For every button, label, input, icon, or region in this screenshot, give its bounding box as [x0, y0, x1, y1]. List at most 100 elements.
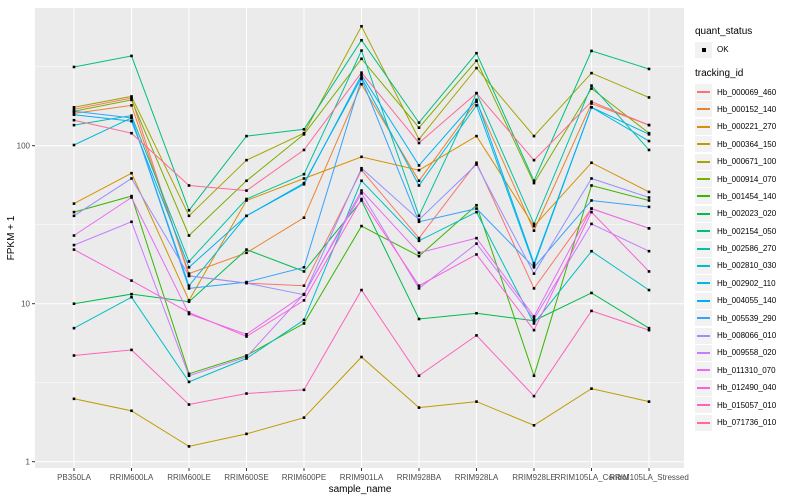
x-tick-label: RRIM600LA: [110, 473, 154, 482]
legend-entry-Hb_008066_010: Hb_008066_010: [695, 327, 799, 344]
data-point: [245, 432, 248, 436]
point-shape-icon: [701, 47, 706, 52]
data-point: [532, 319, 536, 323]
data-point: [72, 234, 76, 237]
legend-color-key: [695, 275, 712, 292]
legend-line-swatch: [697, 125, 710, 128]
data-point: [360, 155, 363, 159]
data-point: [302, 284, 306, 287]
data-point: [187, 265, 191, 269]
data-point: [417, 121, 421, 124]
data-point: [245, 335, 248, 338]
legend-entry-label: Hb_012490_040: [717, 383, 777, 393]
data-point: [417, 239, 421, 243]
data-point: [590, 249, 593, 253]
data-point: [360, 199, 363, 202]
legend-entry-label: Hb_000221_270: [717, 122, 777, 132]
data-point: [647, 288, 651, 292]
data-point: [72, 118, 76, 122]
legend-entry-Hb_004055_140: Hb_004055_140: [695, 292, 799, 309]
data-point: [475, 163, 478, 166]
data-point: [187, 445, 191, 448]
data-point: [590, 222, 593, 226]
x-tick-label: RRIM928LA: [455, 473, 499, 482]
data-point: [532, 222, 536, 226]
data-point: [187, 209, 191, 212]
legend-entry-Hb_002586_270: Hb_002586_270: [695, 240, 799, 257]
data-point: [590, 161, 593, 165]
data-point: [532, 265, 536, 269]
data-point: [532, 374, 536, 378]
data-point: [475, 253, 478, 256]
x-tick-label: RRIM105LA_Control: [555, 473, 629, 482]
data-point: [302, 416, 306, 419]
legend-line-swatch: [697, 299, 710, 302]
legend-color-key: [695, 344, 712, 361]
legend-line-swatch: [697, 91, 710, 94]
legend-line-swatch: [697, 351, 710, 354]
x-tick-label: RRIM600LE: [167, 473, 211, 482]
data-point: [130, 119, 133, 123]
legend-entry-Hb_071736_010: Hb_071736_010: [695, 414, 799, 431]
data-point: [647, 205, 651, 209]
data-point: [130, 98, 133, 102]
data-point: [360, 73, 363, 77]
legend-line-swatch: [697, 230, 710, 233]
data-point: [72, 143, 76, 147]
data-point: [130, 348, 133, 352]
data-point: [417, 126, 421, 129]
legend-line-swatch: [697, 212, 710, 215]
data-point: [475, 210, 478, 214]
x-tick-label: RRIM901LA: [340, 473, 384, 482]
legend-entry-label: Hb_002902_110: [717, 278, 776, 288]
data-point: [302, 182, 306, 186]
legend-color-key: [695, 257, 712, 274]
legend-entry-label: Hb_004055_140: [717, 296, 777, 306]
data-point: [360, 197, 363, 201]
x-axis-title: sample_name: [329, 484, 392, 495]
legend-entry-Hb_015057_010: Hb_015057_010: [695, 396, 799, 414]
legend-entry-Hb_002154_050: Hb_002154_050: [695, 223, 799, 240]
quant-status-legend-title: quant_status: [695, 26, 753, 37]
x-tick-label: RRIM600PE: [282, 473, 326, 482]
data-point: [187, 300, 191, 303]
data-point: [647, 123, 651, 127]
data-point: [417, 220, 421, 224]
data-point: [302, 270, 306, 273]
x-tick-label: RRIM928BA: [397, 473, 442, 482]
data-point: [590, 49, 593, 53]
legend-entry-Hb_000152_140: Hb_000152_140: [695, 101, 799, 118]
ok-point-key: [695, 41, 712, 58]
data-point: [245, 248, 248, 251]
data-point: [360, 38, 363, 42]
data-point: [72, 113, 76, 117]
data-point: [590, 102, 593, 105]
legend-color-key: [695, 397, 712, 414]
data-point: [245, 357, 248, 360]
data-point: [417, 254, 421, 258]
data-point: [475, 98, 478, 102]
data-point: [475, 59, 478, 63]
x-tick-label: PB350LA: [57, 473, 91, 482]
data-point: [187, 374, 191, 378]
legend: quant_status OK tracking_id Hb_000069_46…: [695, 26, 799, 441]
legend-entry-label: Hb_001454_140: [717, 191, 777, 201]
data-point: [475, 207, 478, 210]
y-tick-label: 10: [21, 300, 30, 309]
data-point: [130, 104, 133, 107]
data-point: [302, 318, 306, 322]
data-point: [590, 309, 593, 313]
data-point: [302, 293, 306, 297]
data-point: [245, 189, 248, 192]
data-point: [245, 392, 248, 395]
tracking-id-legend-title: tracking_id: [695, 68, 744, 80]
data-point: [590, 87, 593, 90]
data-point: [532, 262, 536, 265]
data-point: [130, 95, 133, 98]
data-point: [302, 127, 306, 131]
data-point: [360, 82, 363, 86]
data-point: [187, 299, 191, 302]
legend-entry-Hb_000069_460: Hb_000069_460: [695, 83, 799, 101]
legend-color-key: [695, 362, 712, 379]
data-point: [360, 49, 363, 52]
